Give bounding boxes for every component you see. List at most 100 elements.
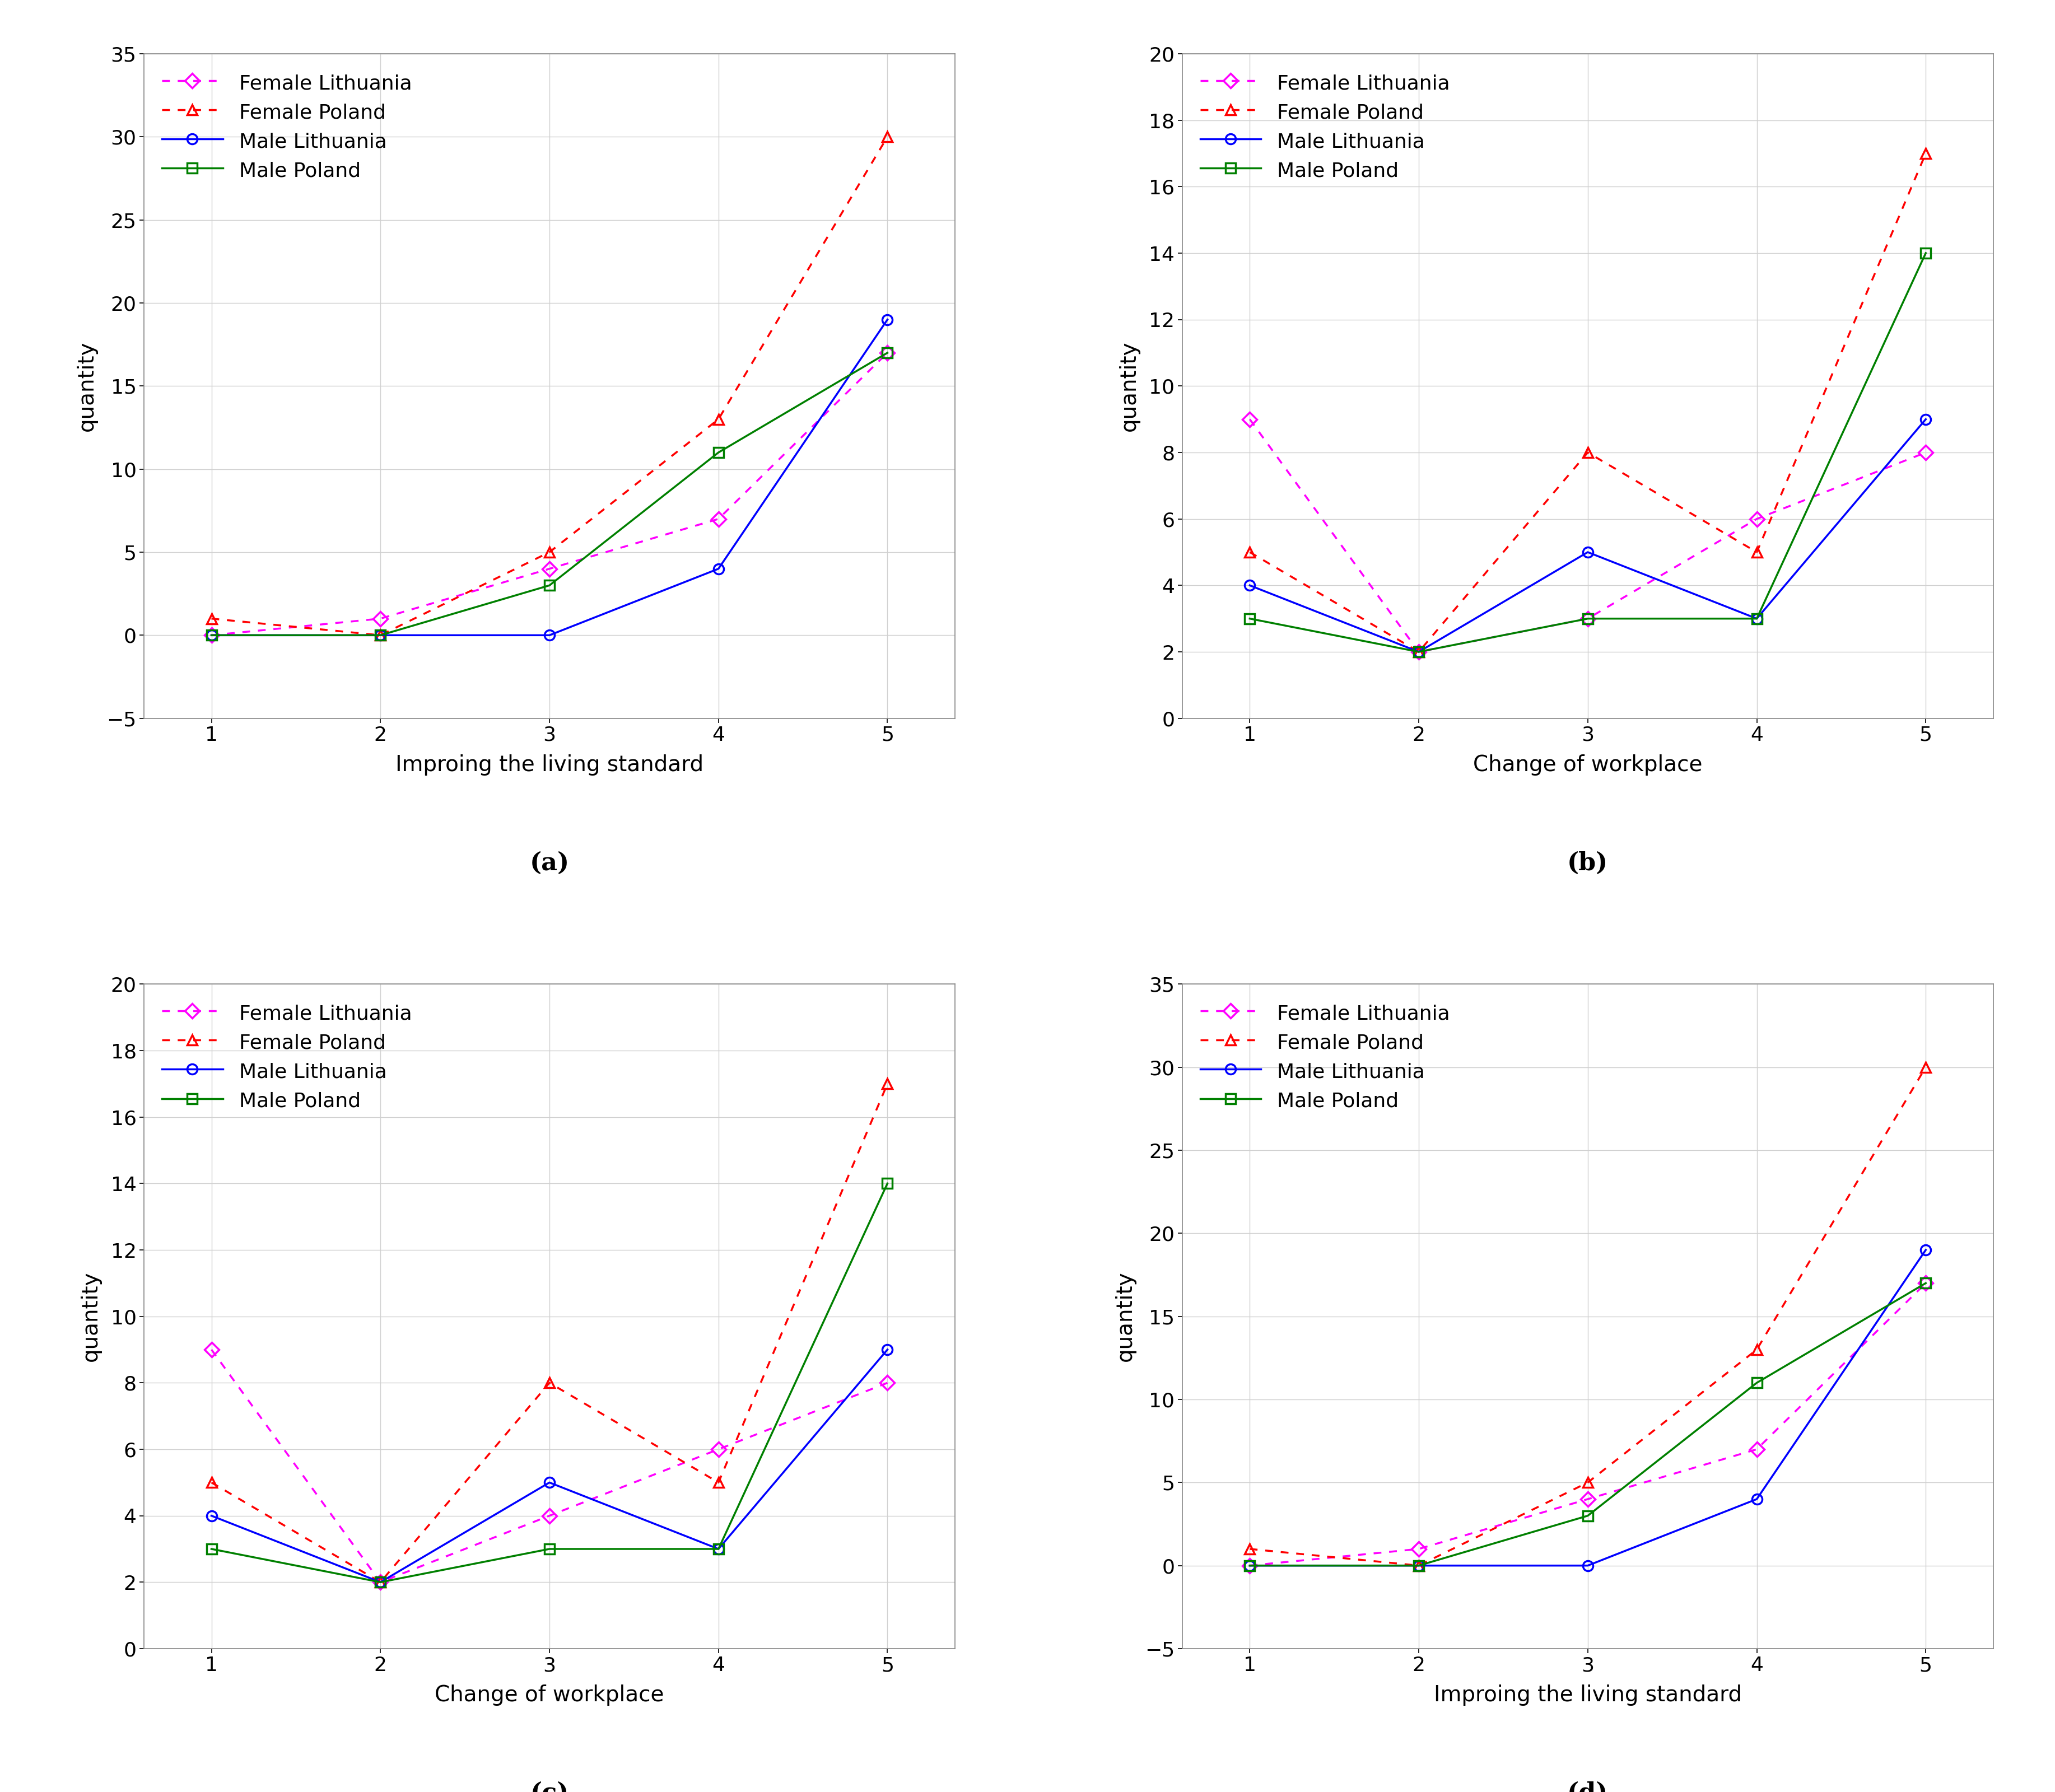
Female Lithuania [536, 557, 561, 579]
Text: (a): (a) [530, 851, 569, 874]
Male Lithuania [1745, 607, 1769, 629]
Line: Female Lithuania: Female Lithuania [1245, 1278, 1932, 1570]
Line: Male Lithuania: Male Lithuania [1245, 414, 1932, 658]
Line: Female Lithuania: Female Lithuania [206, 1344, 892, 1588]
Female Poland [707, 1471, 732, 1493]
Male Poland [199, 624, 224, 645]
Male Poland [1576, 607, 1601, 629]
Male Lithuania [1237, 575, 1262, 597]
Female Lithuania [1745, 1439, 1769, 1460]
Female Poland [1913, 143, 1938, 165]
Female Lithuania [875, 1373, 900, 1394]
Female Poland [1576, 1471, 1601, 1493]
Male Poland [1745, 1373, 1769, 1394]
Male Lithuania [707, 1538, 732, 1559]
Female Poland [199, 1471, 224, 1493]
Female Poland [1237, 1538, 1262, 1559]
Legend: Female Lithuania, Female Poland, Male Lithuania, Male Poland: Female Lithuania, Female Poland, Male Li… [154, 65, 419, 188]
Female Poland [707, 409, 732, 430]
Female Lithuania [536, 1505, 561, 1527]
Line: Male Poland: Male Poland [206, 1179, 892, 1588]
Male Poland [707, 441, 732, 462]
Female Lithuania [1406, 1538, 1430, 1559]
X-axis label: Improing the living standard: Improing the living standard [1434, 1684, 1743, 1706]
X-axis label: Change of workplace: Change of workplace [1473, 754, 1702, 776]
Male Lithuania [1237, 1555, 1262, 1577]
X-axis label: Change of workplace: Change of workplace [436, 1684, 664, 1706]
Line: Female Poland: Female Poland [206, 1079, 892, 1588]
Female Lithuania [1576, 607, 1601, 629]
Line: Female Poland: Female Poland [206, 133, 892, 640]
Male Poland [368, 1572, 393, 1593]
Male Poland [199, 1538, 224, 1559]
Female Lithuania [1576, 1489, 1601, 1511]
Female Poland [1406, 1555, 1430, 1577]
Legend: Female Lithuania, Female Poland, Male Lithuania, Male Poland: Female Lithuania, Female Poland, Male Li… [1192, 995, 1459, 1118]
Male Poland [707, 1538, 732, 1559]
Female Lithuania [1913, 1272, 1938, 1294]
Male Poland [1406, 1555, 1430, 1577]
Line: Male Lithuania: Male Lithuania [206, 315, 892, 640]
Male Poland [536, 575, 561, 597]
Female Lithuania [1913, 441, 1938, 462]
Line: Male Poland: Male Poland [1245, 1278, 1932, 1570]
Male Poland [1913, 242, 1938, 263]
Female Poland [1237, 541, 1262, 563]
Male Lithuania [1745, 1489, 1769, 1511]
Male Poland [1406, 642, 1430, 663]
Y-axis label: quantity: quantity [80, 1271, 101, 1362]
Line: Female Poland: Female Poland [1245, 149, 1932, 658]
Female Poland [875, 1073, 900, 1095]
Male Poland [1237, 1555, 1262, 1577]
Line: Female Lithuania: Female Lithuania [206, 348, 892, 640]
Text: (b): (b) [1568, 851, 1609, 874]
Female Lithuania [875, 342, 900, 364]
Male Lithuania [875, 1339, 900, 1360]
Female Poland [199, 607, 224, 629]
Male Poland [368, 624, 393, 645]
Male Lithuania [368, 1572, 393, 1593]
Male Poland [1745, 607, 1769, 629]
Line: Male Lithuania: Male Lithuania [206, 1344, 892, 1588]
Male Lithuania [536, 624, 561, 645]
Y-axis label: quantity: quantity [1114, 1271, 1136, 1362]
Male Poland [875, 1172, 900, 1193]
Female Lithuania [707, 1439, 732, 1460]
Male Poland [1913, 1272, 1938, 1294]
Male Poland [536, 1538, 561, 1559]
Legend: Female Lithuania, Female Poland, Male Lithuania, Male Poland: Female Lithuania, Female Poland, Male Li… [154, 995, 419, 1118]
Line: Male Lithuania: Male Lithuania [1245, 1245, 1932, 1570]
Y-axis label: quantity: quantity [1118, 340, 1141, 432]
Male Poland [875, 342, 900, 364]
Text: (d): (d) [1568, 1781, 1609, 1792]
Line: Male Poland: Male Poland [206, 348, 892, 640]
Female Poland [1745, 1339, 1769, 1360]
Male Lithuania [1406, 1555, 1430, 1577]
Male Lithuania [1576, 541, 1601, 563]
X-axis label: Improing the living standard: Improing the living standard [395, 754, 703, 776]
Male Lithuania [1913, 409, 1938, 430]
Male Lithuania [875, 308, 900, 330]
Female Lithuania [1745, 509, 1769, 530]
Female Poland [1406, 642, 1430, 663]
Female Poland [1913, 1057, 1938, 1079]
Female Poland [875, 125, 900, 147]
Female Lithuania [707, 509, 732, 530]
Male Lithuania [1576, 1555, 1601, 1577]
Female Lithuania [1237, 1555, 1262, 1577]
Male Lithuania [1406, 642, 1430, 663]
Line: Female Lithuania: Female Lithuania [1245, 414, 1932, 658]
Female Poland [1745, 541, 1769, 563]
Female Lithuania [1237, 409, 1262, 430]
Female Lithuania [368, 1572, 393, 1593]
Line: Female Poland: Female Poland [1245, 1063, 1932, 1570]
Female Poland [536, 1373, 561, 1394]
Female Poland [368, 624, 393, 645]
Y-axis label: quantity: quantity [76, 340, 97, 432]
Male Lithuania [199, 624, 224, 645]
Text: (c): (c) [530, 1781, 569, 1792]
Male Lithuania [368, 624, 393, 645]
Female Lithuania [199, 1339, 224, 1360]
Male Lithuania [707, 557, 732, 579]
Female Poland [1576, 441, 1601, 462]
